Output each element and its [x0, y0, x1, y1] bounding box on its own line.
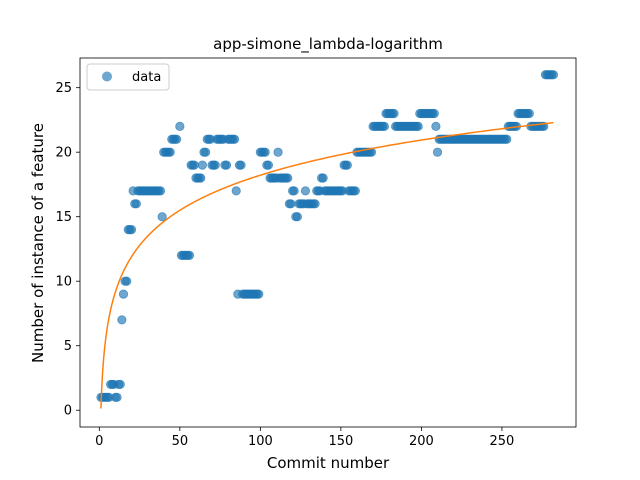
- data-point: [379, 121, 389, 131]
- data-point: [231, 186, 241, 196]
- y-tick-label: 15: [55, 210, 72, 225]
- x-axis-ticks: 0 50 100 150 200 250: [95, 427, 514, 449]
- data-point: [502, 134, 512, 144]
- y-axis-label: Number of instance of a feature: [29, 123, 47, 363]
- data-point: [122, 276, 132, 286]
- data-point: [350, 186, 360, 196]
- data-point: [230, 134, 240, 144]
- data-point: [172, 134, 182, 144]
- data-point: [184, 250, 195, 260]
- data-point: [221, 160, 232, 170]
- data-point: [432, 147, 443, 157]
- legend-box: [86, 63, 170, 91]
- data-point: [286, 199, 296, 209]
- data-point: [263, 160, 274, 170]
- x-tick-label: 250: [490, 434, 515, 449]
- data-point: [201, 147, 211, 157]
- data-point: [131, 199, 141, 209]
- data-point: [389, 108, 399, 119]
- axes-frame: [79, 57, 577, 428]
- data-point: [310, 199, 320, 209]
- x-tick-label: 50: [172, 434, 189, 449]
- y-tick-label: 20: [55, 146, 72, 161]
- data-point: [429, 108, 439, 119]
- data-point: [126, 225, 137, 235]
- data-point: [196, 173, 206, 183]
- y-tick-label: 25: [55, 81, 72, 96]
- y-axis-ticks: 0 5 10 15 20 25: [55, 81, 80, 419]
- data-point: [273, 147, 283, 157]
- x-tick-label: 150: [328, 434, 353, 449]
- data-point: [318, 173, 328, 183]
- data-point: [342, 160, 352, 170]
- y-tick-label: 5: [64, 339, 72, 354]
- data-point: [118, 289, 129, 299]
- data-point: [413, 121, 423, 131]
- x-axis-label: Commit number: [267, 454, 390, 472]
- data-point: [548, 70, 559, 80]
- chart-title: app-simone_lambda-logarithm: [213, 35, 443, 54]
- data-point: [289, 186, 299, 196]
- data-point: [117, 315, 127, 325]
- data-point: [236, 160, 246, 170]
- data-point: [210, 160, 220, 170]
- y-tick-label: 10: [55, 275, 72, 290]
- legend: data: [86, 63, 170, 91]
- data-point: [157, 212, 167, 222]
- x-tick-label: 100: [248, 434, 273, 449]
- data-point: [165, 147, 175, 157]
- fit-line: [100, 121, 554, 409]
- data-point: [115, 379, 125, 390]
- data-point: [260, 147, 270, 157]
- data-point: [283, 173, 293, 183]
- x-tick-label: 0: [95, 434, 103, 449]
- data-point: [189, 160, 199, 170]
- data-point: [300, 186, 311, 196]
- data-point: [254, 289, 264, 299]
- data-point: [175, 121, 185, 131]
- scatter-points: [96, 70, 559, 402]
- data-point: [431, 121, 441, 131]
- data-point: [197, 160, 207, 170]
- data-point: [155, 186, 166, 196]
- legend-label: data: [132, 70, 161, 85]
- data-point: [292, 212, 302, 222]
- legend-marker: [102, 71, 112, 82]
- data-point: [112, 392, 122, 402]
- x-tick-label: 200: [409, 434, 434, 449]
- y-tick-label: 0: [64, 404, 72, 419]
- data-point: [524, 108, 534, 119]
